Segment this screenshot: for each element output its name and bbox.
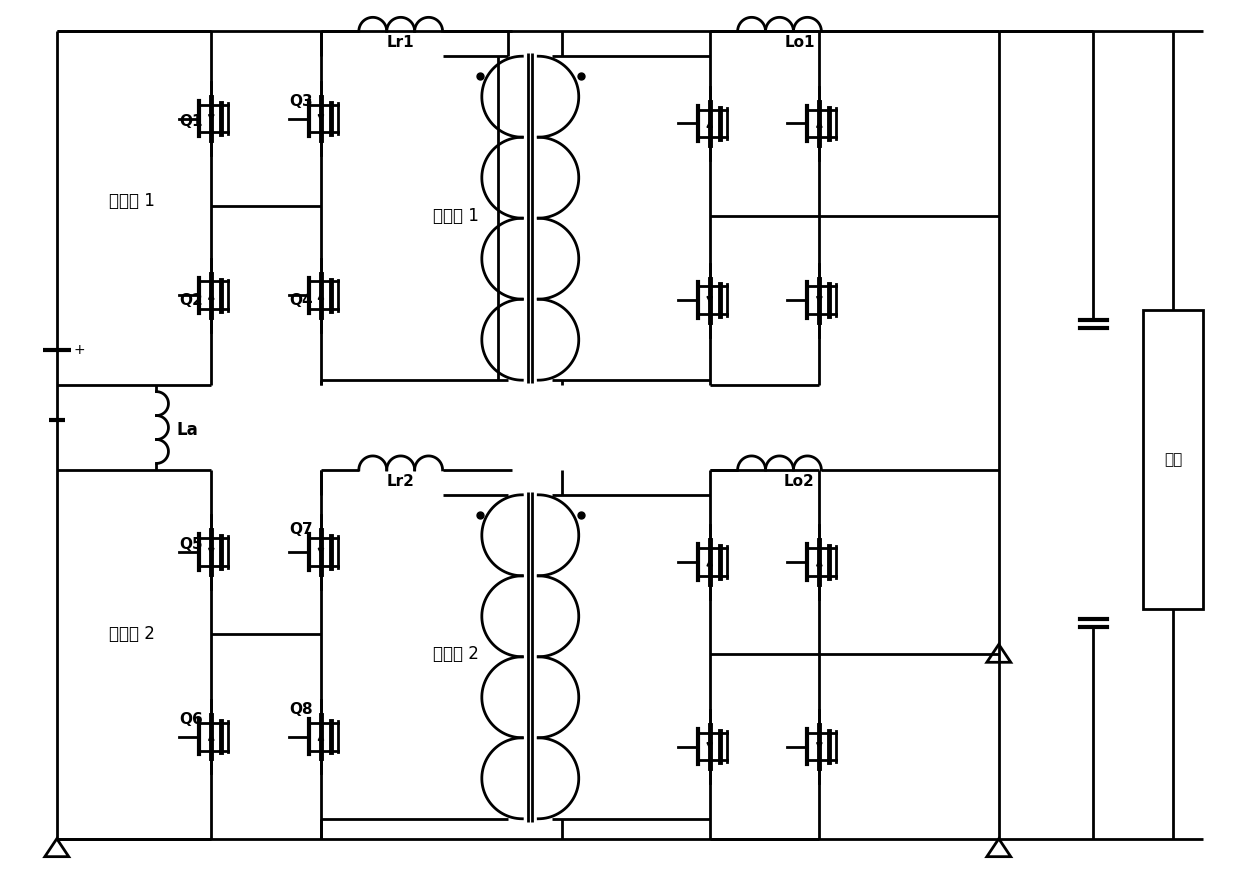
Text: Q8: Q8 [289, 702, 312, 717]
Text: Lr2: Lr2 [387, 474, 414, 489]
Text: Lo1: Lo1 [784, 35, 815, 50]
Text: Q6: Q6 [180, 711, 203, 726]
Text: Q3: Q3 [289, 94, 312, 108]
Text: Lo2: Lo2 [784, 474, 815, 489]
Text: 滞后管 2: 滞后管 2 [109, 626, 155, 643]
Text: Q4: Q4 [289, 293, 312, 308]
Text: Lr1: Lr1 [387, 35, 414, 50]
Text: 滞后管 1: 滞后管 1 [109, 191, 155, 210]
Text: 负载: 负载 [1164, 453, 1183, 468]
Text: Q2: Q2 [180, 293, 203, 308]
Text: La: La [176, 421, 198, 439]
Text: 超前管 2: 超前管 2 [433, 645, 479, 663]
Bar [1143, 310, 1203, 609]
Text: Q7: Q7 [289, 522, 312, 538]
Text: 超前管 1: 超前管 1 [433, 207, 479, 225]
Text: Q1: Q1 [180, 114, 203, 128]
Text: +: + [73, 343, 86, 357]
Text: Q5: Q5 [180, 538, 203, 552]
